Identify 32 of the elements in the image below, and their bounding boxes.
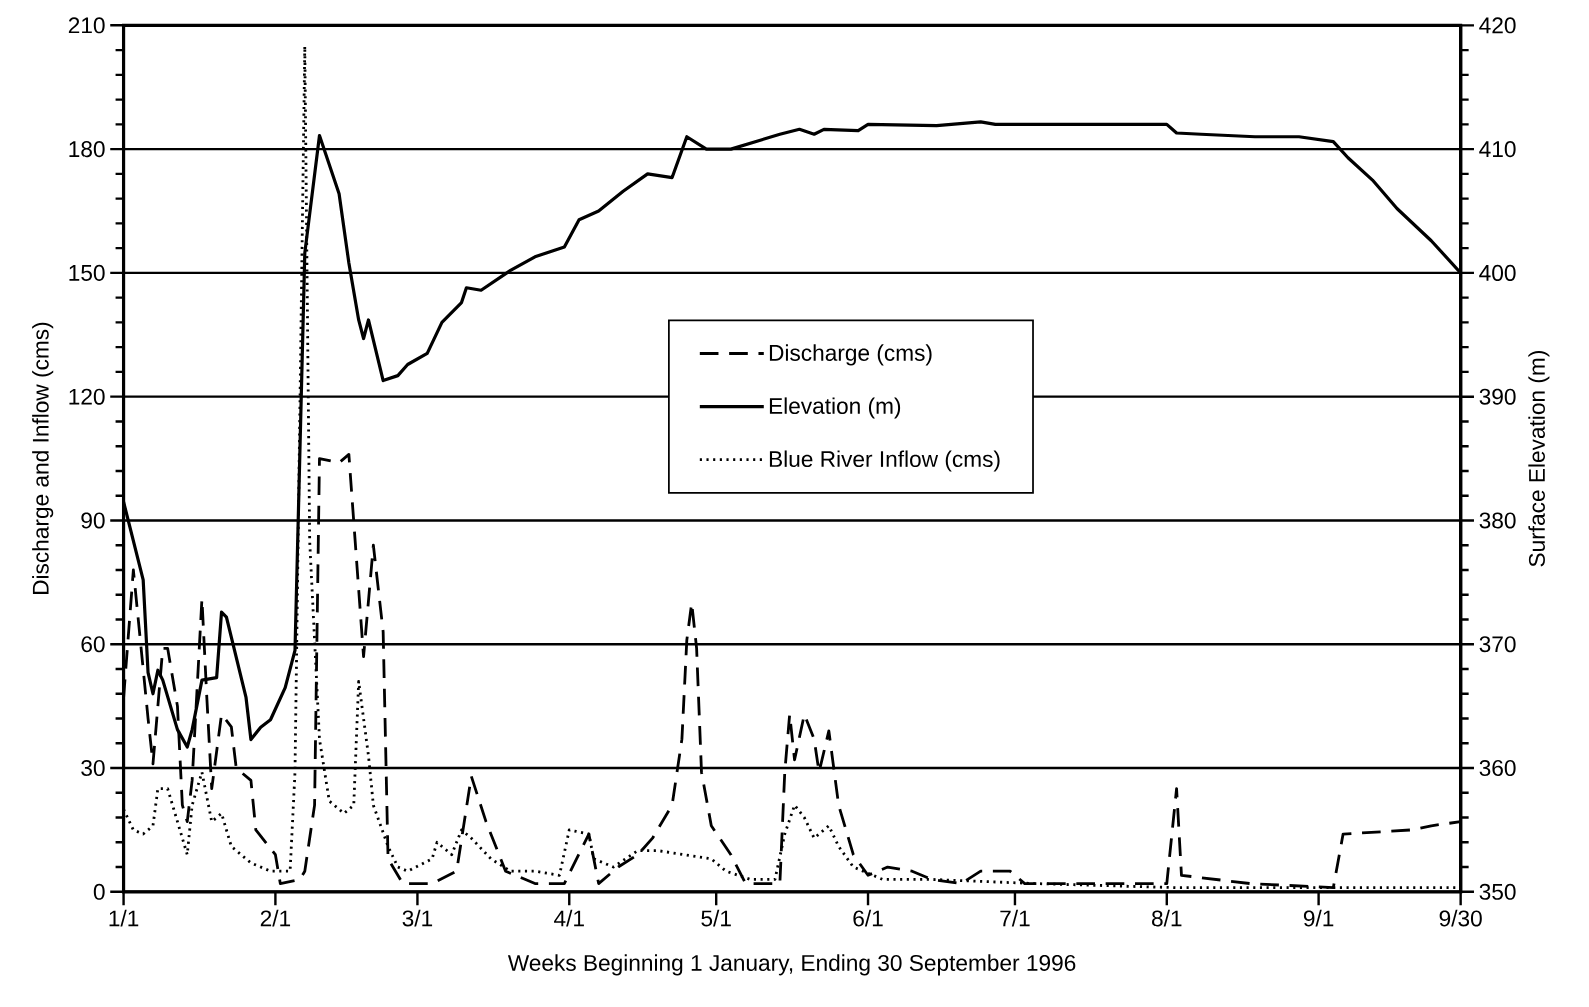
x-tick-label: 3/1 xyxy=(402,909,433,927)
y-tick-label: 30 xyxy=(81,760,105,777)
x-tick-label: 5/1 xyxy=(701,909,731,927)
y2-tick-label: 390 xyxy=(1479,388,1516,405)
y-tick-label: 60 xyxy=(81,636,105,653)
y2-tick-label: 400 xyxy=(1479,264,1516,281)
legend-label: Discharge (cms) xyxy=(769,344,932,366)
y-tick-label: 0 xyxy=(93,883,105,900)
x-tick-label: 1/1 xyxy=(109,909,139,927)
y-axis-title: Discharge and Inflow (cms) xyxy=(32,322,54,594)
y2-tick-label: 380 xyxy=(1479,512,1516,529)
y2-tick-label: 370 xyxy=(1479,636,1516,653)
x-tick-label: 9/30 xyxy=(1439,909,1482,927)
y-tick-label: 90 xyxy=(81,512,105,529)
x-tick-label: 8/1 xyxy=(1152,909,1182,927)
x-tick-label: 2/1 xyxy=(260,909,291,927)
x-axis-title: Weeks Beginning 1 January, Ending 30 September 1996 xyxy=(507,954,1076,976)
x-tick-label: 6/1 xyxy=(853,909,883,927)
x-tick-label: 9/1 xyxy=(1303,909,1334,927)
y2-tick-label: 420 xyxy=(1479,17,1516,34)
y2-tick-label: 410 xyxy=(1479,141,1516,158)
y2-tick-label: 350 xyxy=(1479,883,1516,900)
y2-tick-label: 360 xyxy=(1479,760,1516,777)
x-tick-label: 7/1 xyxy=(1000,909,1030,927)
y-tick-label: 210 xyxy=(68,17,105,34)
x-tick-label: 4/1 xyxy=(554,909,584,927)
y2-axis-title: Surface Elevation (m) xyxy=(1528,351,1550,567)
legend-label: Blue River Inflow (cms) xyxy=(769,450,1000,472)
y-tick-label: 120 xyxy=(69,388,105,405)
y-tick-label: 150 xyxy=(69,264,105,281)
y-tick-label: 180 xyxy=(69,141,105,158)
legend-label: Elevation (m) xyxy=(769,397,901,419)
